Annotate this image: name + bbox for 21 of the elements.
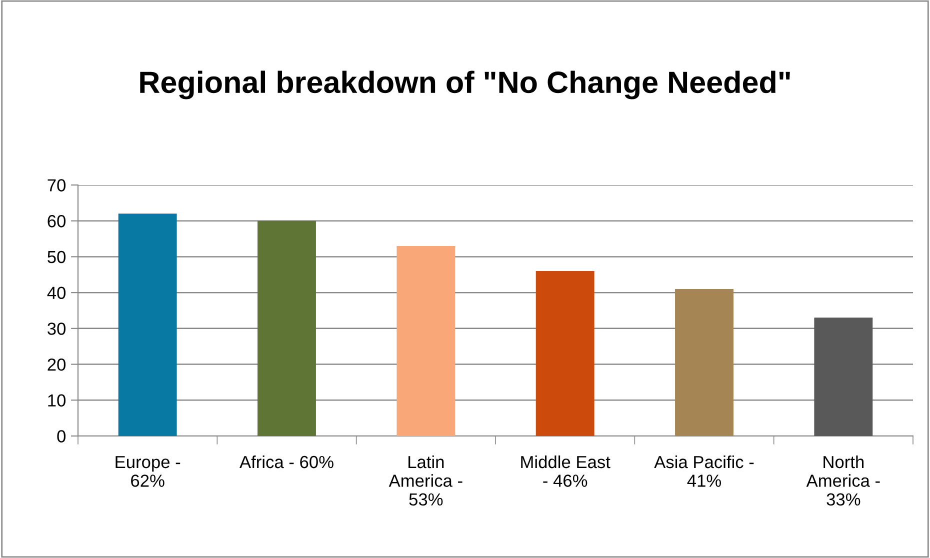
bar [675, 288, 734, 436]
x-tick-label: Middle East - 46% [521, 455, 610, 487]
y-tick-label: 20 [48, 358, 66, 371]
y-tick-label: 40 [47, 286, 66, 300]
bar [118, 214, 177, 436]
x-tick-label: North America - 33% [806, 455, 880, 506]
y-tick-label: 0 [57, 430, 66, 442]
y-tick-label: 60 [48, 215, 66, 228]
y-tick-label: 30 [48, 322, 66, 335]
bar [396, 246, 456, 436]
y-tick-label: 70 [48, 179, 66, 192]
x-tick-label: Europe - 62% [116, 456, 180, 487]
y-tick-label: 50 [48, 250, 66, 264]
chart-title: Regional breakdown of "No Change Needed" [140, 70, 790, 100]
bar [536, 271, 594, 436]
y-tick-label: 10 [48, 394, 66, 407]
x-tick-label: Asia Pacific - 41% [654, 455, 754, 487]
x-tick-label: Africa - 60% [240, 455, 334, 468]
x-tick-label: Latin America - 53% [388, 455, 462, 506]
bar [258, 220, 316, 436]
bar [814, 318, 873, 436]
